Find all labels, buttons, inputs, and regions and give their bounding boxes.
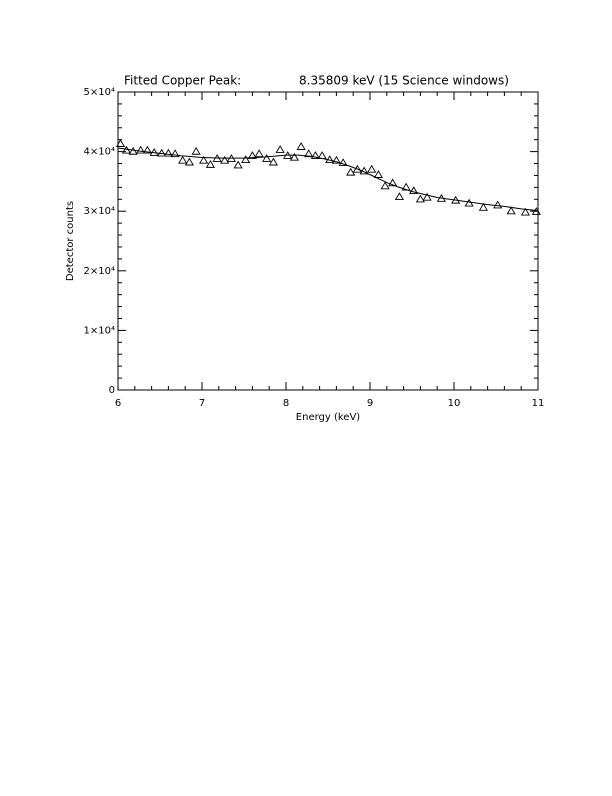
y-tick-label: 2×10⁴ <box>84 266 115 277</box>
data-point <box>191 146 201 155</box>
chart-subtitle: 8.35809 keV (15 Science windows) <box>299 74 509 88</box>
data-point <box>373 170 383 178</box>
data-point <box>247 151 257 159</box>
data-point <box>289 152 299 161</box>
data-point <box>205 160 215 168</box>
data-point <box>388 178 398 187</box>
chart-title: Fitted Copper Peak: <box>124 74 241 88</box>
fit-line <box>117 147 539 212</box>
x-tick-label: 10 <box>448 398 461 409</box>
y-tick-label: 0 <box>109 385 115 396</box>
data-point <box>157 148 167 157</box>
y-tick-label: 1×10⁴ <box>84 325 115 336</box>
data-point <box>464 198 474 207</box>
data-point <box>199 155 209 164</box>
data-point <box>262 154 272 162</box>
data-point <box>296 142 306 150</box>
data-point <box>506 206 516 215</box>
data-point <box>275 145 285 153</box>
data-point <box>128 146 138 155</box>
data-point <box>178 155 188 164</box>
data-point <box>346 167 356 176</box>
data-point <box>184 157 194 166</box>
data-point <box>163 148 173 157</box>
data-point <box>415 194 425 203</box>
data-point <box>394 192 404 201</box>
data-point <box>380 181 390 190</box>
data-point <box>338 158 348 167</box>
data-point <box>310 151 320 159</box>
data-point <box>268 157 278 166</box>
data-point <box>352 164 362 173</box>
x-axis-label: Energy (keV) <box>296 412 361 423</box>
x-tick-label: 6 <box>115 398 121 409</box>
x-tick-label: 8 <box>283 398 289 409</box>
data-point <box>367 164 377 173</box>
plot-frame <box>117 91 539 391</box>
data-point <box>115 139 126 147</box>
data-point <box>304 149 314 158</box>
x-tick-label: 9 <box>367 398 373 409</box>
x-tick-label: 7 <box>199 398 205 409</box>
data-point <box>233 160 243 169</box>
data-point <box>142 145 152 154</box>
data-point <box>493 200 503 209</box>
data-point <box>331 155 341 164</box>
data-point <box>241 155 251 164</box>
data-point <box>422 192 432 201</box>
data-point <box>409 186 419 195</box>
y-tick-label: 4×10⁴ <box>84 147 115 158</box>
data-point <box>520 207 530 216</box>
y-axis-label: Detector counts <box>65 201 76 281</box>
y-tick-label: 3×10⁴ <box>84 206 115 217</box>
data-point <box>531 207 541 215</box>
data-point <box>478 202 488 211</box>
x-tick-label: 11 <box>532 398 545 409</box>
data-point <box>220 155 230 164</box>
data-point <box>136 145 146 154</box>
data-point <box>170 149 180 158</box>
data-point <box>254 149 264 158</box>
y-tick-label: 5×10⁴ <box>84 87 115 98</box>
